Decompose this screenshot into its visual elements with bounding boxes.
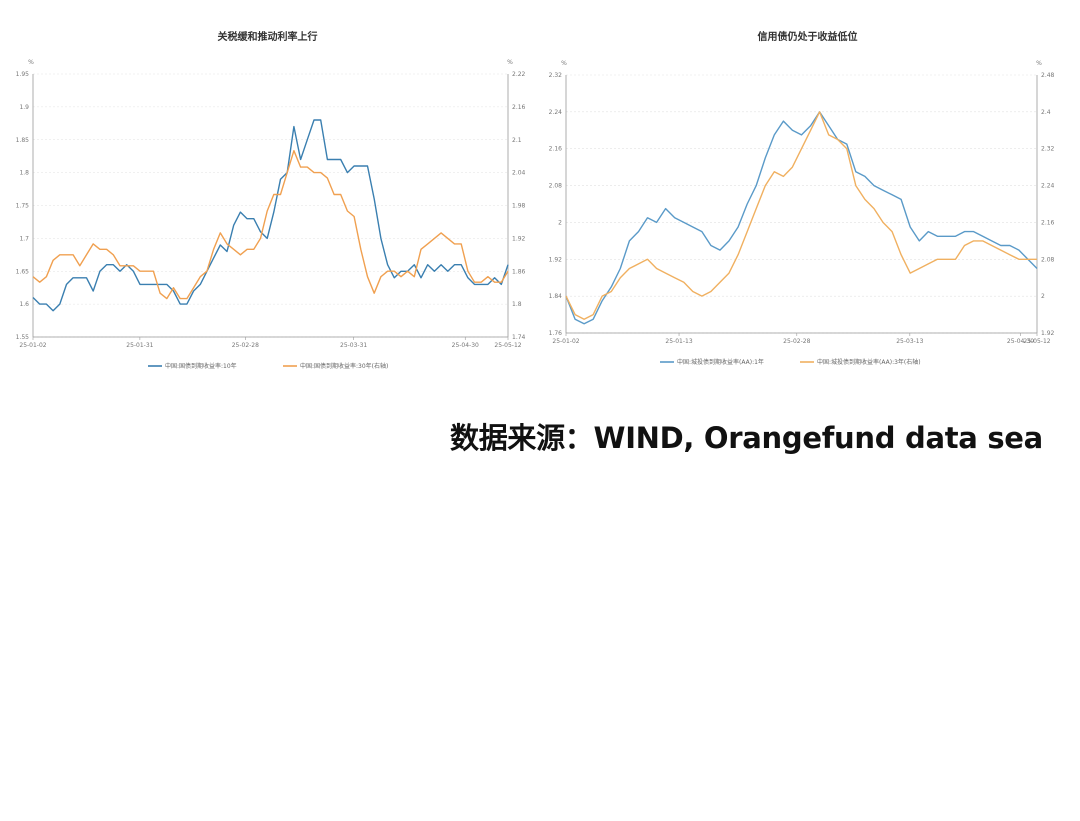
x-tick-label: 25-05-12 [1023,338,1050,345]
chart-left-plot: 1.95 1.9 1.85 1.8 1.75 1.7 1.65 1.6 1.55 2.22 2.16… [16,59,526,370]
x-tick-label: 25-05-12 [494,342,521,349]
y-left-tick-label: 2.24 [549,109,563,116]
x-tick-label: 25-04-30 [1007,338,1034,345]
y-left-tick-label: 2.16 [549,146,563,153]
x-tick-label: 25-02-28 [783,338,810,345]
y-left-tick-label: 1.84 [549,293,563,300]
chart-title: 关税缓和推动利率上行 [217,32,318,43]
y-right-tick-label: 2.22 [512,71,526,78]
y-right-tick-label: 2.48 [1041,72,1055,79]
y-right-tick-label: 2.16 [512,104,526,111]
y-right-tick-label: 2.08 [1041,256,1055,263]
x-tick-label: 25-01-02 [19,342,46,349]
y-right-tick-label: 1.92 [1041,330,1055,337]
y-right-tick-label: 2.24 [1041,183,1055,190]
y-right-tick-label: 1.98 [512,203,526,210]
y-left-tick-label: 1.9 [19,104,29,111]
x-tick-label: 25-02-28 [232,342,259,349]
y-left-tick-label: 1.95 [16,71,30,78]
series-line-0 [32,119,509,312]
y-left-tick-label: 2.08 [549,183,563,190]
chart-right: 信用债仍处于收益低位 2.32 2.24 2.16 2.08 2 1.92 1.84 1.76… [535,28,1080,378]
y-left-tick-label: 1.7 [19,235,29,242]
x-tick-label: 25-01-13 [665,338,692,345]
x-tick-label: 25-01-31 [126,342,153,349]
y-left-tick-label: 1.6 [19,301,29,308]
y-right-tick-label: 2.4 [1041,109,1051,116]
series-line-1 [565,111,1037,320]
y-right-unit: % [1036,60,1042,67]
y-left-unit: % [28,59,34,66]
legend-label: 中国:城投债到期收益率(AA):1年 [677,358,764,366]
y-left-tick-label: 1.55 [16,334,30,341]
x-tick-label: 25-01-02 [552,338,579,345]
chart-left: 关税缓和推动利率上行 1.95 1.9 1.85 1.8 1.75 1.7 1.65 1.6 1… [0,28,535,378]
y-left-tick-label: 2.32 [549,72,563,79]
y-left-tick-label: 2 [558,219,562,226]
y-right-tick-label: 1.86 [512,268,526,275]
y-right-unit: % [507,59,513,66]
y-right-tick-label: 2.04 [512,170,526,177]
y-left-tick-label: 1.76 [549,330,563,337]
y-right-tick-label: 1.74 [512,334,526,341]
series-line-1 [32,149,509,300]
y-left-tick-label: 1.8 [19,170,29,177]
y-left-tick-label: 1.85 [16,137,30,144]
y-left-tick-label: 1.65 [16,268,30,275]
legend-label: 中国:国债到期收益率:10年 [165,362,237,370]
y-right-tick-label: 2 [1041,293,1045,300]
y-right-tick-label: 1.8 [512,301,522,308]
y-right-tick-label: 2.1 [512,137,522,144]
chart-right-plot: 2.32 2.24 2.16 2.08 2 1.92 1.84 1.76 2.48 2.4 2.32… [549,60,1055,366]
y-right-tick-label: 2.32 [1041,146,1055,153]
y-left-unit: % [561,60,567,67]
legend-label: 中国:国债到期收益率:30年(右轴) [300,362,388,370]
x-tick-label: 25-03-31 [340,342,367,349]
y-left-tick-label: 1.92 [549,256,563,263]
y-right-tick-label: 2.16 [1041,219,1055,226]
x-tick-label: 25-03-13 [896,338,923,345]
series-line-0 [565,111,1038,325]
y-right-tick-label: 1.92 [512,235,526,242]
legend-label: 中国:城投债到期收益率(AA):3年(右轴) [817,358,921,366]
y-left-tick-label: 1.75 [16,203,30,210]
x-tick-label: 25-04-30 [452,342,479,349]
chart-title: 信用债仍处于收益低位 [757,32,858,43]
source-note: 数据来源：WIND, Orangefund data sea [450,421,1043,455]
